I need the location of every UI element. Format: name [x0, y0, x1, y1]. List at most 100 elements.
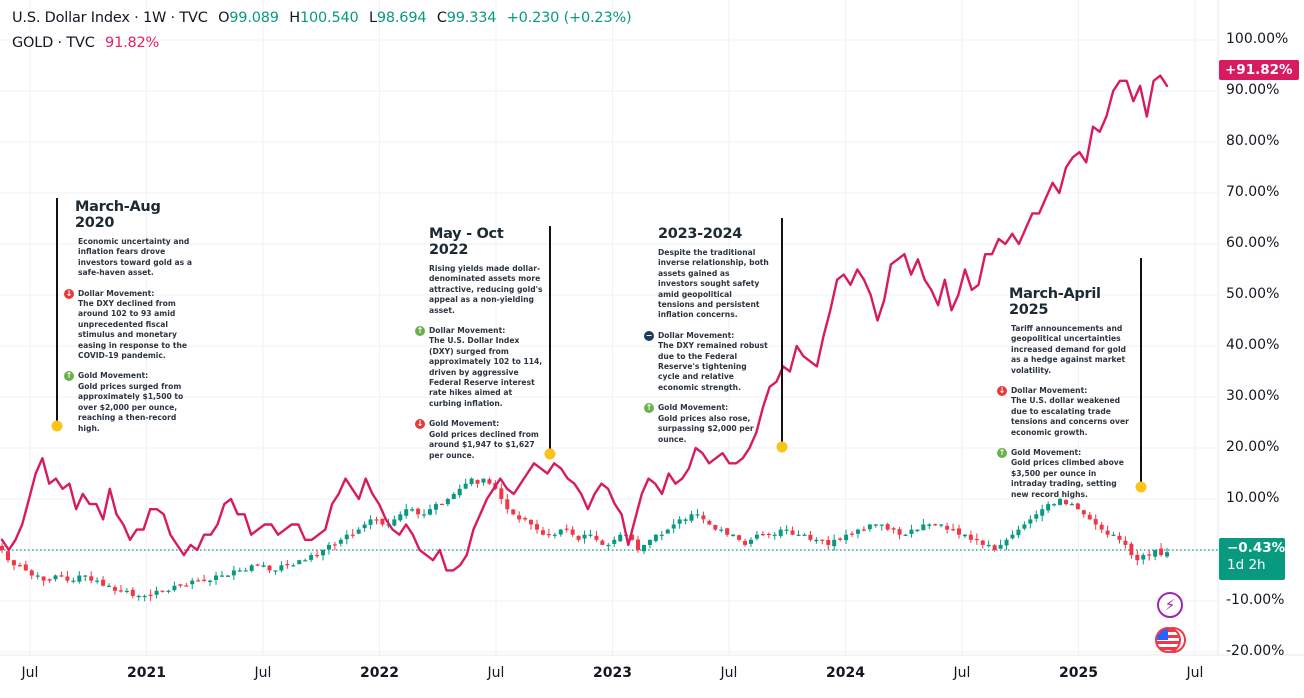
annotation-dollar-movement: ↓ Dollar Movement: The U.S. dollar weake…: [997, 386, 1133, 438]
annotation-title: May - Oct 2022: [429, 226, 504, 258]
dxy-candle-body: [475, 480, 480, 484]
dxy-candle-body: [743, 541, 748, 545]
dxy-candle-body: [992, 545, 997, 550]
dxy-candle-body: [974, 538, 979, 541]
dxy-candle-body: [529, 519, 534, 525]
x-tick-label: 2025: [1059, 665, 1098, 681]
dxy-candle-body: [326, 544, 331, 550]
dxy-candle-body: [118, 590, 123, 592]
dxy-candle-body: [772, 534, 777, 536]
dxy-candle-body: [968, 534, 973, 540]
dxy-candle-body: [148, 594, 153, 597]
dxy-candle-body: [957, 528, 962, 535]
dxy-candle-body: [1105, 530, 1110, 535]
gold-percent-value: 91.82%: [105, 35, 160, 51]
dxy-candle-body: [808, 534, 813, 540]
dxy-candle-body: [647, 539, 652, 546]
annotation-gold-movement: ↓ Gold Movement: Gold prices declined fr…: [415, 419, 544, 461]
dxy-candle-body: [879, 524, 884, 526]
open-label: O: [218, 10, 230, 26]
gold-movement-text: Gold prices also rose, surpassing $2,000…: [658, 413, 754, 444]
dxy-candle-body: [1111, 534, 1116, 536]
dxy-candle-body: [338, 539, 343, 544]
close-value: 99.334: [446, 10, 497, 26]
dxy-candle-body: [826, 540, 831, 545]
annotation-title: March-Aug 2020: [75, 199, 161, 231]
dollar-movement-text: The DXY declined from around 102 to 93 a…: [78, 299, 188, 361]
dxy-candle-body: [796, 534, 801, 536]
dxy-candle-body: [814, 539, 819, 542]
annotation-dollar-movement: − Dollar Movement: The DXY remained robu…: [644, 330, 770, 393]
dxy-candle-body: [636, 539, 641, 550]
dxy-candle-body: [1075, 503, 1080, 510]
dxy-candle-body: [945, 525, 950, 530]
dxy-candle-body: [53, 575, 58, 580]
dxy-price-tag: −0.43% 1d 2h: [1219, 538, 1285, 580]
dxy-candle-body: [350, 534, 355, 536]
dxy-candle-body: [873, 524, 878, 526]
dxy-candle-body: [1052, 504, 1057, 506]
dxy-candle-body: [77, 575, 82, 582]
dxy-candle-body: [1159, 548, 1164, 556]
arrow-down-icon: ↓: [415, 419, 425, 430]
dxy-candle-body: [41, 576, 46, 581]
dxy-candle-body: [23, 564, 28, 571]
arrow-up-icon: ↑: [997, 448, 1007, 459]
dxy-candle-body: [0, 545, 5, 550]
dxy-candle-body: [653, 534, 658, 542]
gold-movement-heading: Gold Movement:: [658, 403, 729, 413]
gold-legend[interactable]: GOLD · TVC 91.82%: [12, 35, 159, 51]
dxy-candle-body: [190, 580, 195, 585]
y-tick-label: 40.00%: [1226, 337, 1280, 353]
dxy-candle-body: [136, 595, 141, 598]
dxy-candle-body: [701, 515, 706, 520]
x-tick-label: 2023: [593, 665, 632, 681]
dxy-candle-body: [998, 544, 1003, 549]
lightning-icon[interactable]: ⚡: [1157, 592, 1183, 618]
dxy-candle-body: [1028, 519, 1033, 524]
dxy-candle-body: [439, 503, 444, 506]
change-value: +0.230 (+0.23%): [506, 10, 632, 26]
x-tick-label: Jul: [1186, 665, 1204, 681]
annotation-desc: Rising yields made dollar-denominated as…: [429, 264, 543, 315]
dxy-candle-body: [225, 575, 230, 577]
dxy-candle-body: [844, 534, 849, 541]
dxy-candle-body: [196, 580, 201, 582]
dxy-candle-body: [11, 560, 16, 566]
dxy-candle-body: [1046, 504, 1051, 511]
arrow-up-icon: ↑: [415, 326, 425, 337]
dxy-candle-body: [124, 590, 129, 592]
arrow-down-icon: ↓: [64, 288, 74, 299]
dxy-candle-body: [713, 525, 718, 530]
dxy-candle-body: [29, 570, 34, 576]
dxy-candle-body: [505, 499, 510, 510]
dxy-candle-body: [891, 528, 896, 530]
us-flag-icon[interactable]: [1155, 627, 1181, 653]
dxy-candle-body: [285, 563, 290, 566]
dxy-candle-body: [374, 519, 379, 521]
x-tick-label: Jul: [487, 665, 505, 681]
dxy-candle-body: [255, 564, 260, 566]
x-tick-label: Jul: [953, 665, 971, 681]
dxy-candle-body: [564, 528, 569, 530]
y-tick-label: 70.00%: [1226, 184, 1280, 200]
gold-symbol-label: GOLD · TVC: [12, 35, 95, 51]
dxy-candle-body: [487, 479, 492, 484]
y-tick-label: 60.00%: [1226, 235, 1280, 251]
dxy-candle-body: [523, 517, 528, 520]
dxy-symbol-label: U.S. Dollar Index · 1W · TVC: [12, 10, 208, 26]
dxy-candle-body: [368, 519, 373, 525]
dxy-candle-body: [838, 538, 843, 540]
annotation-2025: March-April 2025 Tariff announcements an…: [997, 286, 1133, 500]
dxy-candle-body: [59, 575, 64, 577]
dxy-candle-body: [576, 535, 581, 540]
dxy-legend[interactable]: U.S. Dollar Index · 1W · TVC O99.089 H10…: [12, 10, 632, 26]
y-tick-label: 20.00%: [1226, 439, 1280, 455]
y-tick-label: 50.00%: [1226, 286, 1280, 302]
dxy-candle-body: [534, 524, 539, 530]
dxy-candle-body: [356, 529, 361, 534]
dxy-candle-body: [594, 535, 599, 540]
y-tick-label: 100.00%: [1226, 31, 1289, 47]
dxy-candle-body: [214, 575, 219, 580]
